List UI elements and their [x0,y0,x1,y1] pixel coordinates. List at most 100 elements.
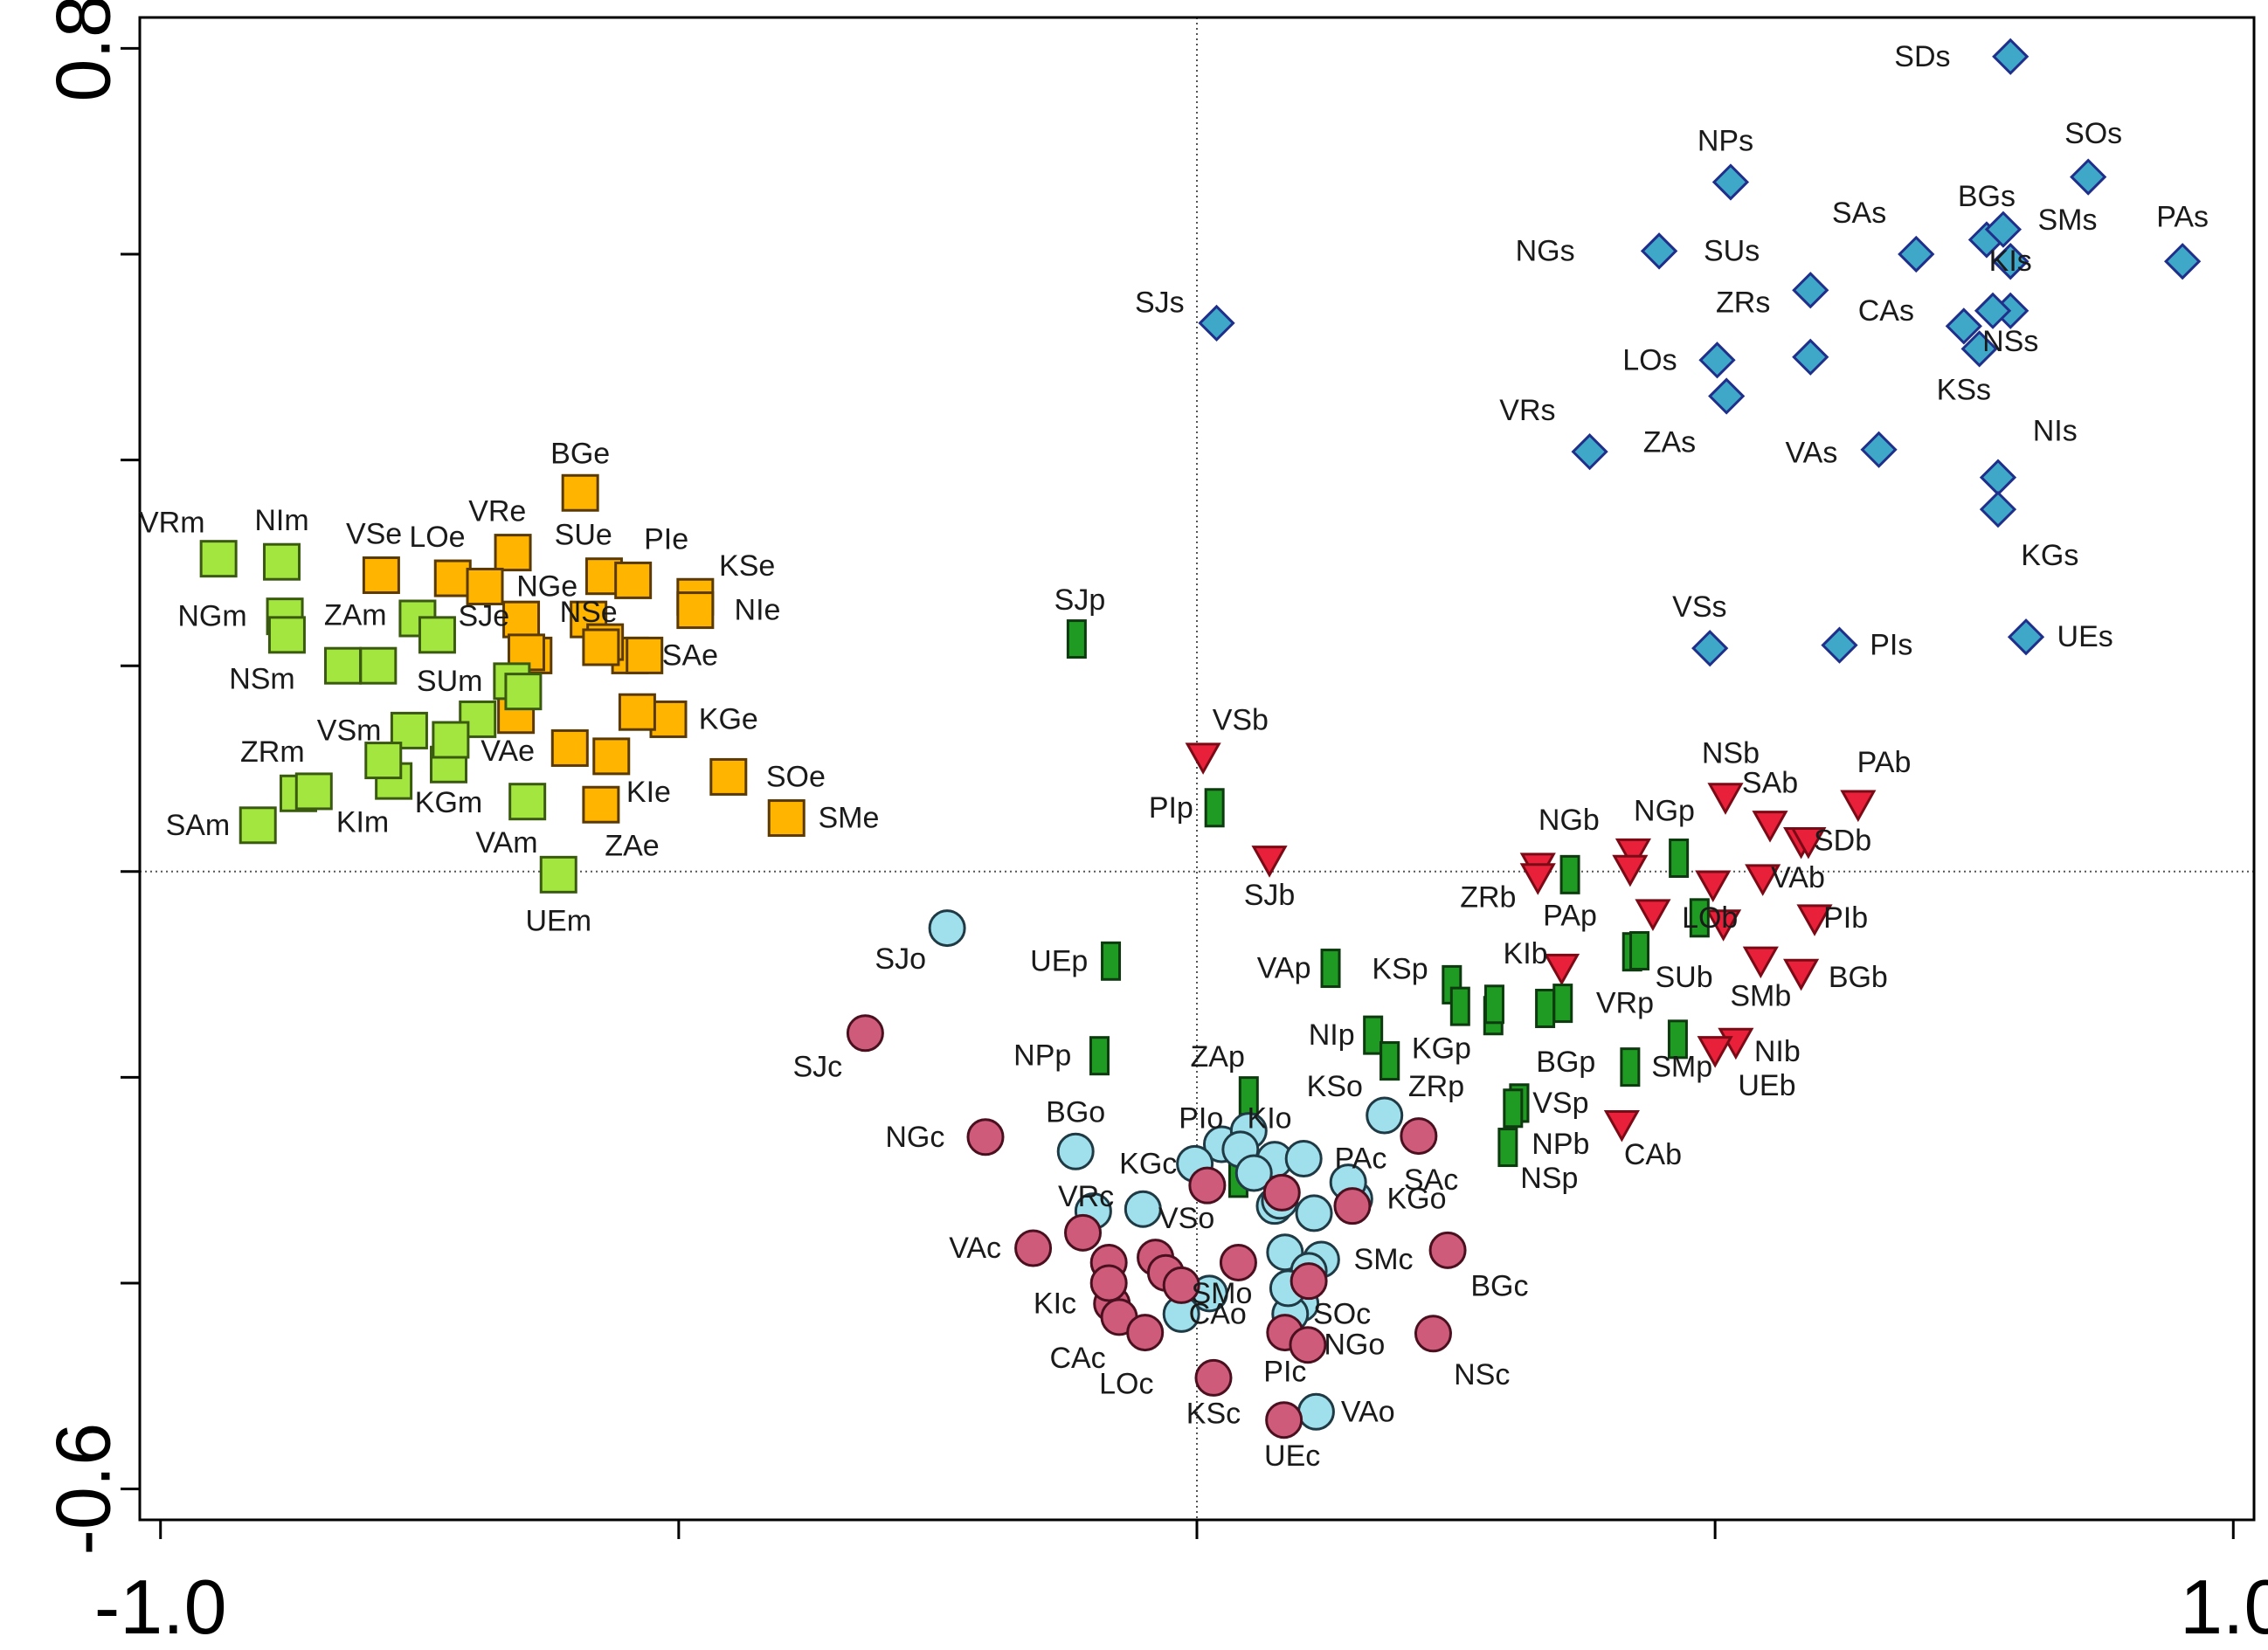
point-label: LOc [1099,1367,1153,1400]
circle-point [928,909,966,948]
bar-point [1363,1015,1384,1055]
point-label: NPs [1698,124,1753,157]
point-label: KGp [1412,1032,1471,1065]
circle-point [1188,1166,1227,1205]
point-label: BGe [550,438,610,471]
point-label: ZAm [324,598,387,632]
square-point [592,737,631,776]
point-label: VAc [949,1232,1001,1265]
x-tick-label: -1.0 [94,1564,227,1650]
point-label: VAo [1341,1395,1395,1428]
diamond-point [1698,342,1736,379]
point-label: VAs [1786,436,1838,469]
triangle-point [1603,1109,1640,1143]
point-label: NIb [1754,1035,1801,1068]
diamond-point [2007,618,2045,656]
point-label: SJb [1244,879,1296,912]
circle-point [966,1118,1005,1156]
point-label: SMp [1651,1051,1712,1084]
diamond-point [1992,243,2029,280]
point-label: SAc [1404,1163,1458,1197]
triangle-point [1635,899,1671,931]
point-label: KSc [1186,1398,1241,1431]
point-label: SOc [1313,1297,1371,1330]
point-label: LOb [1682,901,1738,935]
point-label: SJo [875,942,926,976]
point-label: PIo [1179,1102,1223,1136]
bar-point [1379,1041,1400,1081]
circle-point [1162,1266,1200,1304]
square-point [550,728,589,767]
bar-point [1449,986,1470,1026]
point-label: VSp [1532,1087,1588,1120]
point-label: SMe [818,802,879,835]
bar-point [1552,984,1573,1024]
diamond-point [1898,235,1935,273]
square-point [239,806,277,845]
square-point [294,772,333,811]
point-label: LOs [1622,343,1677,376]
point-label: NSm [229,663,295,696]
bar-point [1559,854,1580,894]
square-point [570,600,608,639]
diamond-point [1974,292,2012,329]
point-label: SAs [1832,197,1886,230]
triangle-point [1707,783,1744,815]
point-label: PIc [1263,1355,1306,1388]
point-label: SMs [2037,204,2097,237]
point-label: BGs [1958,180,2016,213]
bar-point [1066,619,1087,659]
point-label: VAp [1257,952,1311,985]
circle-point [1295,1194,1333,1232]
point-label: VSe [346,517,402,550]
circle-point [1124,1190,1162,1228]
square-point [582,628,620,666]
diamond-point [1821,626,1858,664]
point-label: CAb [1624,1138,1682,1171]
diamond-point [1571,433,1608,471]
bar-point [1483,984,1504,1025]
circle-point [1262,1173,1301,1212]
x-tick-label: 1.0 [2180,1564,2268,1650]
diamond-point [1979,491,2017,528]
square-point [324,646,363,685]
point-label: UEp [1030,944,1088,977]
triangle-point [1185,742,1221,775]
circle-point [1414,1315,1452,1353]
diamond-point [1708,377,1746,415]
point-label: KSs [1937,373,1991,406]
triangle-point [1697,1036,1733,1068]
point-label: VSb [1213,704,1269,737]
square-point [364,742,403,780]
point-label: NIp [1309,1018,1355,1052]
point-label: PAs [2156,201,2209,234]
bar-point [1620,1047,1641,1087]
diamond-point [1960,330,1998,368]
square-point [199,540,238,578]
circle-point [1265,1401,1303,1439]
triangle-point [1783,958,1820,991]
point-label: SUs [1704,234,1760,267]
point-label: UEb [1738,1069,1795,1102]
point-label: SAb [1742,766,1798,799]
point-label: ZRs [1716,286,1770,319]
point-label: KIe [626,776,671,809]
square-point [614,561,653,599]
point-label: NGb [1539,804,1600,837]
point-label: SOe [766,760,826,793]
diamond-point [1984,211,2023,248]
point-label: SJs [1135,286,1185,319]
point-label: NSe [560,596,618,629]
triangle-point [1519,863,1556,895]
square-point [582,785,620,824]
point-label: NIm [254,504,308,537]
point-label: KGe [699,702,758,735]
point-label: VAm [475,826,537,860]
square-point [263,542,301,581]
y-tick-label: 0.8 [40,0,127,102]
diamond-point [1711,163,1750,201]
bar-point [1320,949,1341,989]
triangle-point [1752,811,1788,843]
circle-point [1284,1139,1323,1177]
point-label: PIp [1149,791,1193,825]
